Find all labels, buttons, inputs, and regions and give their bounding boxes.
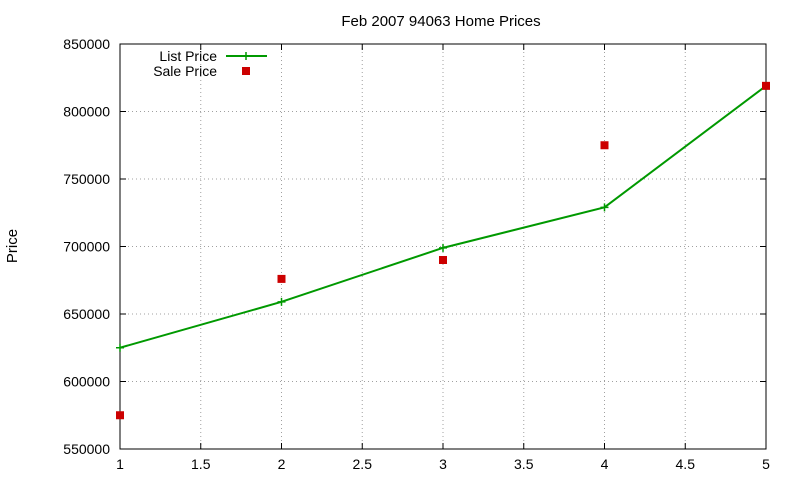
data-point [439, 243, 447, 252]
legend-label: Sale Price [153, 63, 217, 79]
data-point [116, 411, 124, 420]
y-tick-label: 650000 [63, 306, 110, 322]
x-tick-label: 1.5 [191, 456, 211, 472]
x-tick-label: 4.5 [676, 456, 696, 472]
x-tick-label: 2.5 [353, 456, 373, 472]
y-tick-label: 750000 [63, 171, 110, 187]
axis-ticks: 1 1.5 2 2.5 3 3.5 4 4.5 5 550000 600000 650000 70000… [63, 36, 770, 472]
legend-swatch-marker [242, 52, 250, 60]
x-tick-label: 3 [439, 456, 447, 472]
data-point [277, 274, 286, 283]
x-tick-label: 4 [601, 456, 609, 472]
data-point [600, 141, 609, 150]
series-sale-price [116, 81, 770, 420]
chart-title: Feb 2007 94063 Home Prices [341, 13, 540, 30]
data-point [600, 203, 609, 212]
data-point [116, 343, 124, 352]
data-point [762, 81, 770, 90]
y-tick-label: 600000 [63, 374, 110, 390]
y-tick-label: 800000 [63, 104, 110, 120]
x-tick-label: 3.5 [514, 456, 534, 472]
legend-swatch-marker [242, 67, 250, 75]
data-series [116, 81, 770, 420]
y-axis-label: Price [4, 229, 21, 263]
y-tick-label: 850000 [63, 36, 110, 52]
series-list-price [116, 81, 770, 352]
data-point [439, 256, 447, 264]
x-tick-label: 5 [762, 456, 770, 472]
data-point [277, 297, 286, 306]
x-tick-label: 2 [278, 456, 286, 472]
y-tick-label: 700000 [63, 239, 110, 255]
x-tick-label: 1 [116, 456, 124, 472]
legend-label: List Price [159, 48, 217, 64]
y-tick-label: 550000 [63, 441, 110, 457]
